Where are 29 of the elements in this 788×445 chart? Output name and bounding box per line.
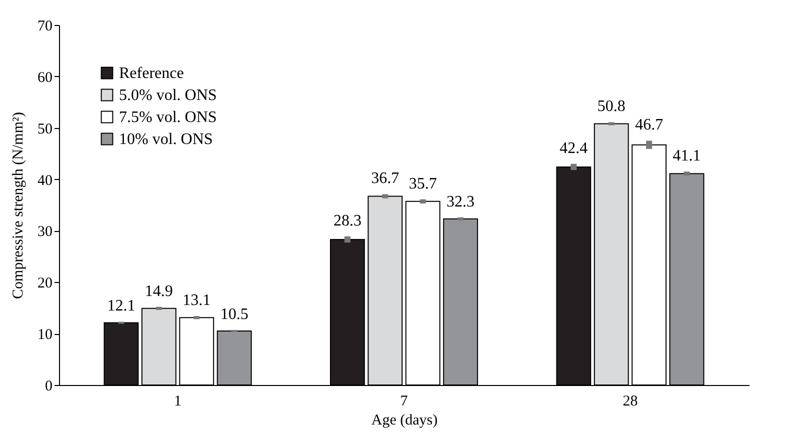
y-tick-label: 40	[38, 172, 52, 189]
data-label: 10.5	[220, 306, 248, 323]
data-label: 32.3	[446, 193, 475, 210]
y-tick-label: 70	[38, 18, 52, 34]
data-label: 46.7	[635, 116, 664, 134]
y-tick-label: 20	[38, 276, 52, 292]
y-tick-label: 50	[38, 121, 52, 138]
y-tick-label: 60	[38, 70, 52, 86]
legend-label: Reference	[119, 65, 184, 82]
y-axis-title: Compressive strength (N/mm²)	[10, 112, 26, 299]
data-label: 28.3	[333, 212, 362, 230]
data-label: 12.1	[107, 298, 136, 315]
y-tick-label: 10	[38, 327, 52, 344]
legend-label: 7.5% vol. ONS	[119, 109, 217, 126]
legend-label: 10% vol. ONS	[119, 131, 213, 148]
x-tick-label: 28	[622, 394, 638, 410]
legend-label: 5.0% vol. ONS	[119, 87, 217, 104]
x-tick-label: 7	[400, 394, 408, 410]
data-label: 41.1	[672, 148, 701, 165]
y-tick-label: 0	[45, 378, 52, 394]
x-tick-label: 1	[174, 394, 182, 410]
data-label: 35.7	[408, 175, 437, 192]
data-label: 42.4	[560, 140, 588, 157]
data-label: 14.9	[144, 282, 173, 300]
y-tick-label: 30	[38, 224, 52, 240]
data-label: 50.8	[597, 98, 626, 116]
data-label: 13.1	[182, 292, 211, 310]
data-label: 36.7	[371, 170, 400, 188]
x-axis-title: Age (days)	[371, 412, 438, 428]
